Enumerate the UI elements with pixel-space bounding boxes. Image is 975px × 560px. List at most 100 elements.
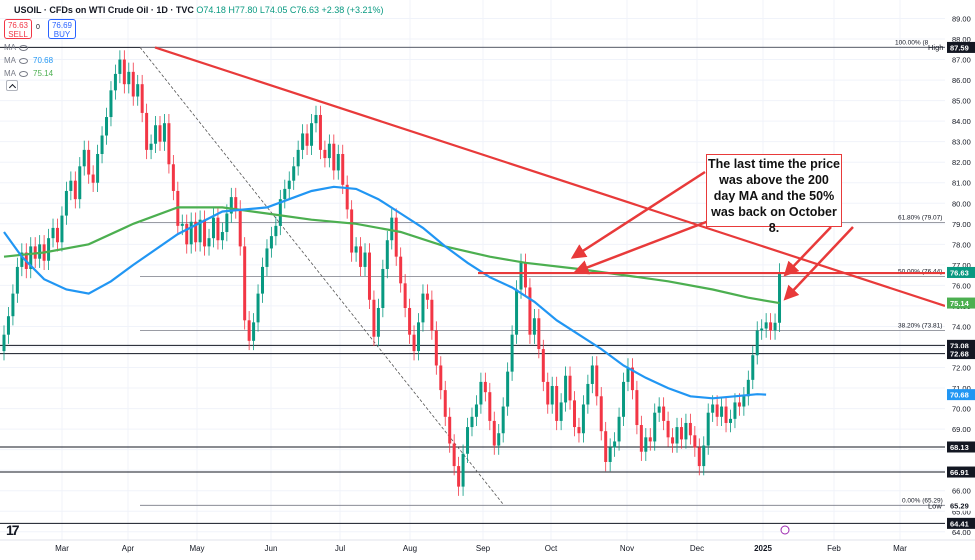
candle-body bbox=[532, 318, 536, 335]
candle-body bbox=[581, 404, 585, 434]
candle-body bbox=[510, 334, 514, 372]
price-extreme-tag: Low bbox=[928, 501, 942, 510]
candle-body bbox=[523, 262, 527, 288]
price-axis-badge-label: 70.68 bbox=[950, 391, 969, 400]
price-tick-label: 74.00 bbox=[952, 322, 971, 331]
candle-body bbox=[648, 437, 652, 442]
candle-body bbox=[345, 184, 349, 210]
annotation-arrow bbox=[783, 226, 832, 277]
fib-level-label: 100.00% (8 bbox=[895, 39, 929, 46]
indicator-row-ma[interactable]: MA bbox=[4, 43, 31, 52]
candle-body bbox=[149, 143, 153, 150]
candle-body bbox=[501, 406, 505, 434]
sell-button[interactable]: 76.63 SELL bbox=[4, 19, 32, 39]
candle-body bbox=[639, 425, 643, 452]
eye-icon[interactable] bbox=[19, 57, 28, 64]
buy-price: 76.69 bbox=[51, 21, 73, 30]
candle-body bbox=[452, 443, 456, 467]
candle-body bbox=[515, 289, 519, 335]
collapse-legend-button[interactable] bbox=[6, 80, 18, 91]
indicator-row-ma-50[interactable]: MA 70.68 bbox=[4, 56, 53, 65]
candle-body bbox=[372, 299, 376, 337]
candle-body bbox=[292, 166, 296, 181]
time-tick-label: Aug bbox=[403, 544, 417, 553]
fib-level-label: 50.00% (76.44) bbox=[898, 268, 942, 275]
candle-body bbox=[537, 318, 541, 350]
indicator-label: MA bbox=[4, 56, 16, 65]
candle-body bbox=[662, 406, 666, 421]
candle-body bbox=[256, 293, 260, 323]
fib-level-label: 0.00% (65.29) bbox=[902, 497, 943, 504]
candle-body bbox=[78, 166, 82, 200]
candle-body bbox=[541, 349, 545, 382]
price-axis-badge bbox=[947, 466, 975, 478]
candle-body bbox=[479, 381, 483, 405]
candle-body bbox=[185, 223, 189, 245]
price-axis-badge-label: 64.41 bbox=[950, 519, 969, 528]
price-tick-label: 69.00 bbox=[952, 425, 971, 434]
candle-body bbox=[310, 123, 314, 146]
price-tick-label: 86.00 bbox=[952, 76, 971, 85]
candle-body bbox=[69, 180, 73, 191]
ma-200-line bbox=[3, 206, 780, 305]
price-tick-label: 80.00 bbox=[952, 199, 971, 208]
candle-body bbox=[145, 112, 149, 150]
candle-body bbox=[773, 322, 777, 331]
indicator-row-ma-200[interactable]: MA 75.14 bbox=[4, 69, 53, 78]
time-axis-background bbox=[0, 540, 975, 560]
candle-body bbox=[604, 431, 608, 462]
candle-body bbox=[595, 365, 599, 397]
candle-body bbox=[675, 427, 679, 444]
candle-body bbox=[381, 268, 385, 308]
candle-body bbox=[425, 293, 429, 300]
ma-50-line bbox=[3, 185, 767, 400]
ohlc-readout: O74.18 H77.80 L74.05 C76.63 +2.38 (+3.21… bbox=[196, 5, 384, 15]
time-tick-label: May bbox=[189, 544, 204, 553]
candle-body bbox=[590, 365, 594, 384]
eye-icon[interactable] bbox=[19, 70, 28, 77]
fib-level-label: 38.20% (73.81) bbox=[898, 322, 942, 329]
fib-diagonal-line bbox=[139, 46, 505, 506]
time-tick-label: Mar bbox=[893, 544, 907, 553]
candle-body bbox=[470, 416, 474, 428]
time-tick-label: Jun bbox=[265, 544, 278, 553]
price-axis-badge bbox=[947, 41, 975, 53]
candle-body bbox=[167, 123, 171, 165]
candle-body bbox=[483, 381, 487, 393]
candle-body bbox=[706, 412, 710, 446]
candle-body bbox=[555, 386, 559, 421]
candle-body bbox=[283, 188, 287, 200]
candle-body bbox=[746, 379, 750, 397]
spread-value: 0 bbox=[36, 24, 40, 31]
annotation-box: The last time the price was above the 20… bbox=[706, 154, 842, 235]
price-axis-badge-label: 76.63 bbox=[950, 268, 969, 277]
candle-body bbox=[118, 59, 122, 74]
candle-body bbox=[136, 84, 140, 97]
candle-body bbox=[653, 412, 657, 442]
candle-body bbox=[109, 90, 113, 118]
indicator-label: MA bbox=[4, 69, 16, 78]
candle-body bbox=[711, 404, 715, 413]
candle-body bbox=[296, 149, 300, 167]
candle-body bbox=[350, 209, 354, 253]
candle-body bbox=[728, 418, 732, 423]
symbol-title[interactable]: USOIL · CFDs on WTI Crude Oil · 1D · TVC bbox=[14, 5, 194, 15]
candle-body bbox=[671, 437, 675, 444]
time-tick-label: Feb bbox=[827, 544, 841, 553]
trend-line bbox=[154, 46, 946, 307]
candle-body bbox=[755, 330, 759, 356]
candle-body bbox=[229, 197, 233, 214]
time-tick-label: Mar bbox=[55, 544, 69, 553]
buy-button[interactable]: 76.69 BUY bbox=[48, 19, 76, 39]
time-tick-label: Oct bbox=[545, 544, 558, 553]
price-tick-label: 78.00 bbox=[952, 240, 971, 249]
price-tick-label: 70.00 bbox=[952, 405, 971, 414]
candle-body bbox=[38, 244, 42, 259]
tradingview-logo-icon: 17 bbox=[6, 522, 20, 538]
candle-body bbox=[87, 149, 91, 175]
eye-icon[interactable] bbox=[19, 44, 28, 51]
candle-body bbox=[341, 153, 345, 185]
candle-body bbox=[497, 433, 501, 446]
candle-body bbox=[751, 355, 755, 380]
